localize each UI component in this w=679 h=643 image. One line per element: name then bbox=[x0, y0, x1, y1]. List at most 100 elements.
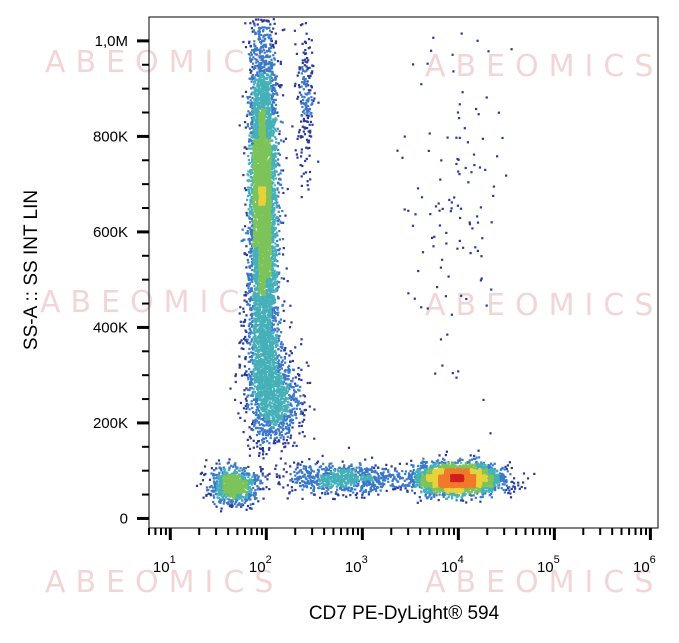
data-point bbox=[278, 238, 281, 241]
data-point bbox=[461, 495, 464, 498]
data-point bbox=[457, 170, 460, 173]
data-point bbox=[250, 70, 253, 73]
data-point bbox=[261, 70, 265, 73]
data-point bbox=[497, 473, 500, 476]
data-point bbox=[242, 347, 245, 351]
data-point bbox=[253, 88, 256, 91]
data-point bbox=[223, 468, 226, 471]
data-point bbox=[281, 421, 284, 424]
data-point bbox=[257, 427, 260, 430]
data-point bbox=[359, 474, 362, 477]
data-point bbox=[251, 277, 254, 280]
data-point bbox=[282, 468, 285, 471]
data-point bbox=[248, 383, 252, 386]
data-point bbox=[300, 184, 303, 187]
data-point bbox=[344, 474, 347, 477]
data-point bbox=[244, 404, 247, 408]
data-point bbox=[265, 420, 268, 424]
data-point bbox=[243, 294, 246, 297]
data-point bbox=[277, 142, 280, 145]
data-point bbox=[295, 472, 299, 475]
data-point bbox=[287, 415, 290, 419]
data-point bbox=[420, 490, 423, 493]
data-point bbox=[270, 85, 273, 88]
data-point bbox=[370, 476, 373, 479]
data-point bbox=[304, 40, 307, 43]
data-point bbox=[287, 406, 290, 409]
data-point bbox=[356, 492, 359, 495]
data-point bbox=[442, 495, 445, 498]
data-point bbox=[258, 355, 261, 358]
data-point bbox=[256, 71, 259, 74]
data-point bbox=[250, 403, 253, 406]
data-point bbox=[332, 476, 335, 479]
data-point bbox=[381, 482, 384, 485]
data-point bbox=[300, 72, 303, 75]
data-point bbox=[273, 154, 277, 157]
watermark-text: ABEOMICS bbox=[45, 565, 283, 600]
data-point bbox=[266, 340, 269, 343]
data-point bbox=[249, 176, 252, 179]
data-point bbox=[273, 311, 277, 314]
data-point bbox=[332, 475, 335, 478]
data-point bbox=[266, 412, 270, 415]
data-point bbox=[251, 320, 254, 323]
data-point bbox=[248, 323, 251, 326]
data-point bbox=[263, 364, 266, 367]
data-point bbox=[302, 172, 305, 175]
data-point bbox=[450, 207, 453, 210]
data-point bbox=[280, 361, 283, 364]
data-point bbox=[314, 463, 317, 466]
data-point bbox=[256, 93, 259, 97]
data-point bbox=[273, 63, 276, 66]
data-point bbox=[284, 410, 287, 413]
data-point bbox=[213, 480, 216, 483]
data-point bbox=[301, 110, 305, 113]
data-point bbox=[294, 346, 297, 349]
data-point bbox=[249, 54, 252, 57]
data-point bbox=[277, 334, 281, 338]
data-point bbox=[269, 38, 272, 41]
data-point bbox=[284, 445, 287, 448]
data-point bbox=[270, 112, 273, 115]
data-point bbox=[463, 492, 466, 495]
data-point bbox=[253, 304, 256, 307]
data-point bbox=[245, 496, 248, 500]
data-point bbox=[253, 40, 256, 43]
data-point bbox=[475, 107, 478, 111]
data-point bbox=[456, 111, 460, 114]
data-point bbox=[273, 149, 276, 152]
data-point bbox=[343, 479, 346, 482]
data-point bbox=[444, 492, 447, 495]
data-point bbox=[343, 485, 346, 488]
data-point bbox=[256, 478, 259, 481]
data-point bbox=[265, 55, 268, 58]
data-point bbox=[473, 454, 476, 457]
data-point bbox=[256, 362, 259, 365]
data-point bbox=[251, 324, 254, 327]
data-point bbox=[373, 471, 376, 474]
data-point bbox=[258, 337, 261, 340]
data-point bbox=[355, 479, 358, 482]
data-point bbox=[313, 92, 316, 95]
data-point bbox=[256, 349, 259, 352]
data-point bbox=[217, 459, 221, 462]
data-point bbox=[303, 109, 306, 112]
data-point bbox=[305, 471, 309, 474]
data-point bbox=[264, 353, 267, 357]
data-point bbox=[251, 475, 254, 478]
data-point bbox=[276, 391, 279, 394]
data-point bbox=[464, 492, 467, 495]
data-point bbox=[212, 494, 215, 497]
data-point bbox=[291, 386, 294, 389]
data-point bbox=[272, 119, 275, 122]
data-point bbox=[259, 362, 262, 365]
data-point bbox=[257, 486, 260, 489]
data-point bbox=[431, 236, 434, 239]
data-point bbox=[277, 114, 280, 118]
data-point bbox=[505, 484, 508, 487]
data-point bbox=[255, 32, 258, 35]
data-point bbox=[245, 411, 248, 414]
data-point bbox=[300, 93, 303, 96]
data-point bbox=[406, 483, 409, 486]
